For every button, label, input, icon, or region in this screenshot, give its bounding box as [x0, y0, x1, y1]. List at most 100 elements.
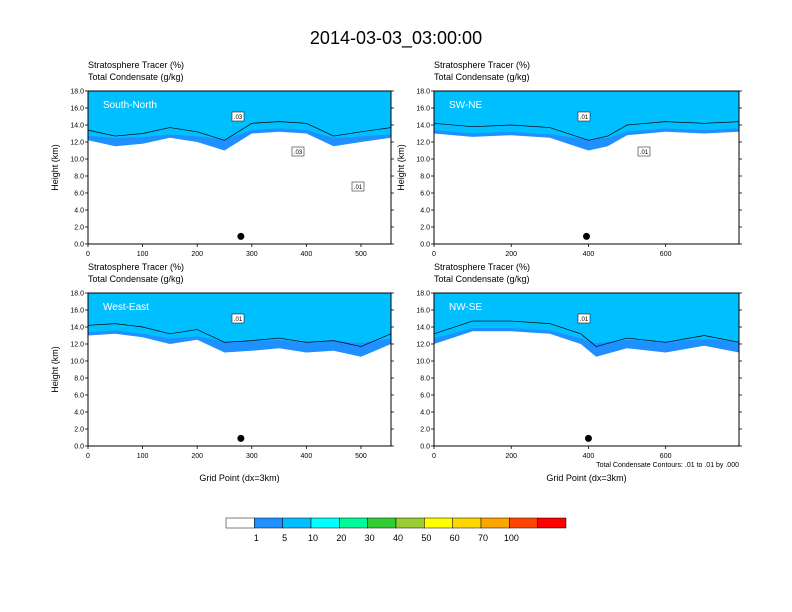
panel-1-ytick-label: 10.0 [70, 157, 84, 164]
colorbar-label: 20 [336, 533, 346, 543]
panel-2-ytick-label: 8.0 [420, 174, 430, 181]
panel-3-header-line2: Total Condensate (g/kg) [88, 274, 184, 284]
panel-3-condensate-contour [87, 323, 392, 347]
panel-2-location-marker [583, 232, 590, 240]
panel-4-ytick-label: 12.0 [416, 342, 430, 349]
panel-4-xtick-label: 0 [432, 453, 436, 460]
colorbar-label: 60 [450, 533, 460, 543]
panel-3-region-label: West-East [103, 302, 149, 313]
panel-1-condensate-contour [87, 121, 392, 141]
panel-4-xtick-label: 200 [505, 453, 517, 460]
colorbar-box [282, 517, 312, 529]
panel-1-ytick-label: 14.0 [70, 123, 84, 130]
panel-2-ylabel: Height (km) [396, 144, 406, 191]
panel-4-ytick-label: 10.0 [416, 359, 430, 366]
panel-4-header-line2: Total Condensate (g/kg) [434, 274, 530, 284]
panel-4-condensate-contour [433, 320, 740, 347]
panel-3-header-line1: Stratosphere Tracer (%) [88, 262, 184, 272]
panel-1-contour-label: .01 [354, 185, 363, 191]
panel-4-ytick-label: 14.0 [416, 325, 430, 332]
panel-2-header-line2: Total Condensate (g/kg) [434, 72, 530, 82]
panel-3-ytick-label: 0.0 [74, 444, 84, 451]
colorbar-box [367, 517, 397, 529]
panel-1-contour-label: .03 [234, 115, 243, 121]
colorbar-label: 40 [393, 533, 403, 543]
panel-4-xlabel: Grid Point (dx=3km) [546, 473, 626, 483]
panel-1-xtick-label: 0 [86, 251, 90, 258]
colorbar-box [310, 517, 340, 529]
panel-2-contour-label-box [637, 146, 651, 157]
panel-4-ytick-label: 18.0 [416, 291, 430, 298]
panel-3-xtick-label: 200 [191, 453, 203, 460]
panel-4-ytick-label: 0.0 [420, 444, 430, 451]
panel-1-ytick-label: 0.0 [74, 242, 84, 249]
panel-4-frame [433, 292, 740, 447]
panel-2-ytick-label: 16.0 [416, 106, 430, 113]
panel-1-xtick-label: 400 [301, 251, 313, 258]
page-title: 2014-03-03_03:00:00 [309, 28, 483, 48]
panel-3-ytick-label: 14.0 [70, 325, 84, 332]
panel-3-ytick-label: 16.0 [70, 308, 84, 315]
colorbar-label: 30 [365, 533, 375, 543]
panel-2-frame [433, 90, 740, 245]
panel-1-contour-label-box [231, 111, 245, 122]
panel-1-location-marker [237, 232, 245, 240]
panel-2-contour-label: .01 [580, 115, 589, 121]
panel-4-ytick-label: 4.0 [420, 410, 430, 417]
colorbar-label: 100 [504, 533, 519, 543]
panel-4-location-marker [584, 434, 592, 442]
colorbar-box [509, 517, 538, 529]
panel-3-location-marker [237, 434, 245, 442]
panel-3-frame [87, 292, 392, 447]
panel-3-ylabel: Height (km) [50, 346, 60, 393]
panel-3-xlabel: Grid Point (dx=3km) [199, 473, 279, 483]
panel-1-frame [87, 90, 392, 245]
panel-3-ytick-label: 6.0 [74, 393, 84, 400]
panel-2-xtick-label: 200 [505, 251, 517, 258]
colorbar-label: 1 [254, 533, 259, 543]
panel-2-contour-label: .01 [640, 150, 649, 156]
panel-4-contour-label-box [577, 313, 591, 324]
panel-3-xtick-label: 100 [137, 453, 149, 460]
panel-1-xtick-label: 100 [137, 251, 149, 258]
colorbar-box [339, 517, 368, 529]
panel-1-header-line1: Stratosphere Tracer (%) [88, 60, 184, 70]
panel-3-contour-label: .01 [234, 317, 243, 323]
panel-3-xtick-label: 0 [86, 453, 90, 460]
panel-1-ytick-label: 6.0 [74, 191, 84, 198]
panel-1-ylabel: Height (km) [50, 144, 60, 191]
colorbar-label: 5 [282, 533, 287, 543]
panel-2-ytick-label: 4.0 [420, 208, 430, 215]
panel-1-ytick-label: 16.0 [70, 106, 84, 113]
panel-3-ytick-label: 10.0 [70, 359, 84, 366]
colorbar-box [537, 517, 567, 529]
panel-2-region-label: SW-NE [449, 100, 482, 111]
panel-2-ytick-label: 18.0 [416, 89, 430, 96]
colorbar-label: 10 [308, 533, 318, 543]
panel-1-ytick-label: 8.0 [74, 174, 84, 181]
panel-3-contour-label-box [231, 313, 245, 324]
panel-4-ytick-label: 8.0 [420, 376, 430, 383]
panel-3-ytick-label: 4.0 [74, 410, 84, 417]
colorbar-box [452, 517, 482, 529]
panel-3-ytick-label: 18.0 [70, 291, 84, 298]
colorbar-box [424, 517, 453, 529]
panel-1-xtick-label: 200 [191, 251, 203, 258]
colorbar-box [395, 517, 425, 529]
panel-2-ytick-label: 0.0 [420, 242, 430, 249]
panel-4-region-label: NW-SE [449, 302, 482, 313]
panel-4-ytick-label: 16.0 [416, 308, 430, 315]
colorbar-box [225, 517, 255, 529]
panel-3-xtick-label: 400 [301, 453, 313, 460]
panel-2-ytick-label: 2.0 [420, 225, 430, 232]
panel-1-ytick-label: 12.0 [70, 140, 84, 147]
panel-2-xtick-label: 0 [432, 251, 436, 258]
panel-1-xtick-label: 300 [246, 251, 258, 258]
panel-4-header-line1: Stratosphere Tracer (%) [434, 262, 530, 272]
panel-2-ytick-label: 12.0 [416, 140, 430, 147]
panel-4-footnote: Total Condensate Contours: .01 to .01 by… [596, 462, 739, 469]
panel-3-xtick-label: 300 [246, 453, 258, 460]
panel-4-xtick-label: 600 [660, 453, 672, 460]
